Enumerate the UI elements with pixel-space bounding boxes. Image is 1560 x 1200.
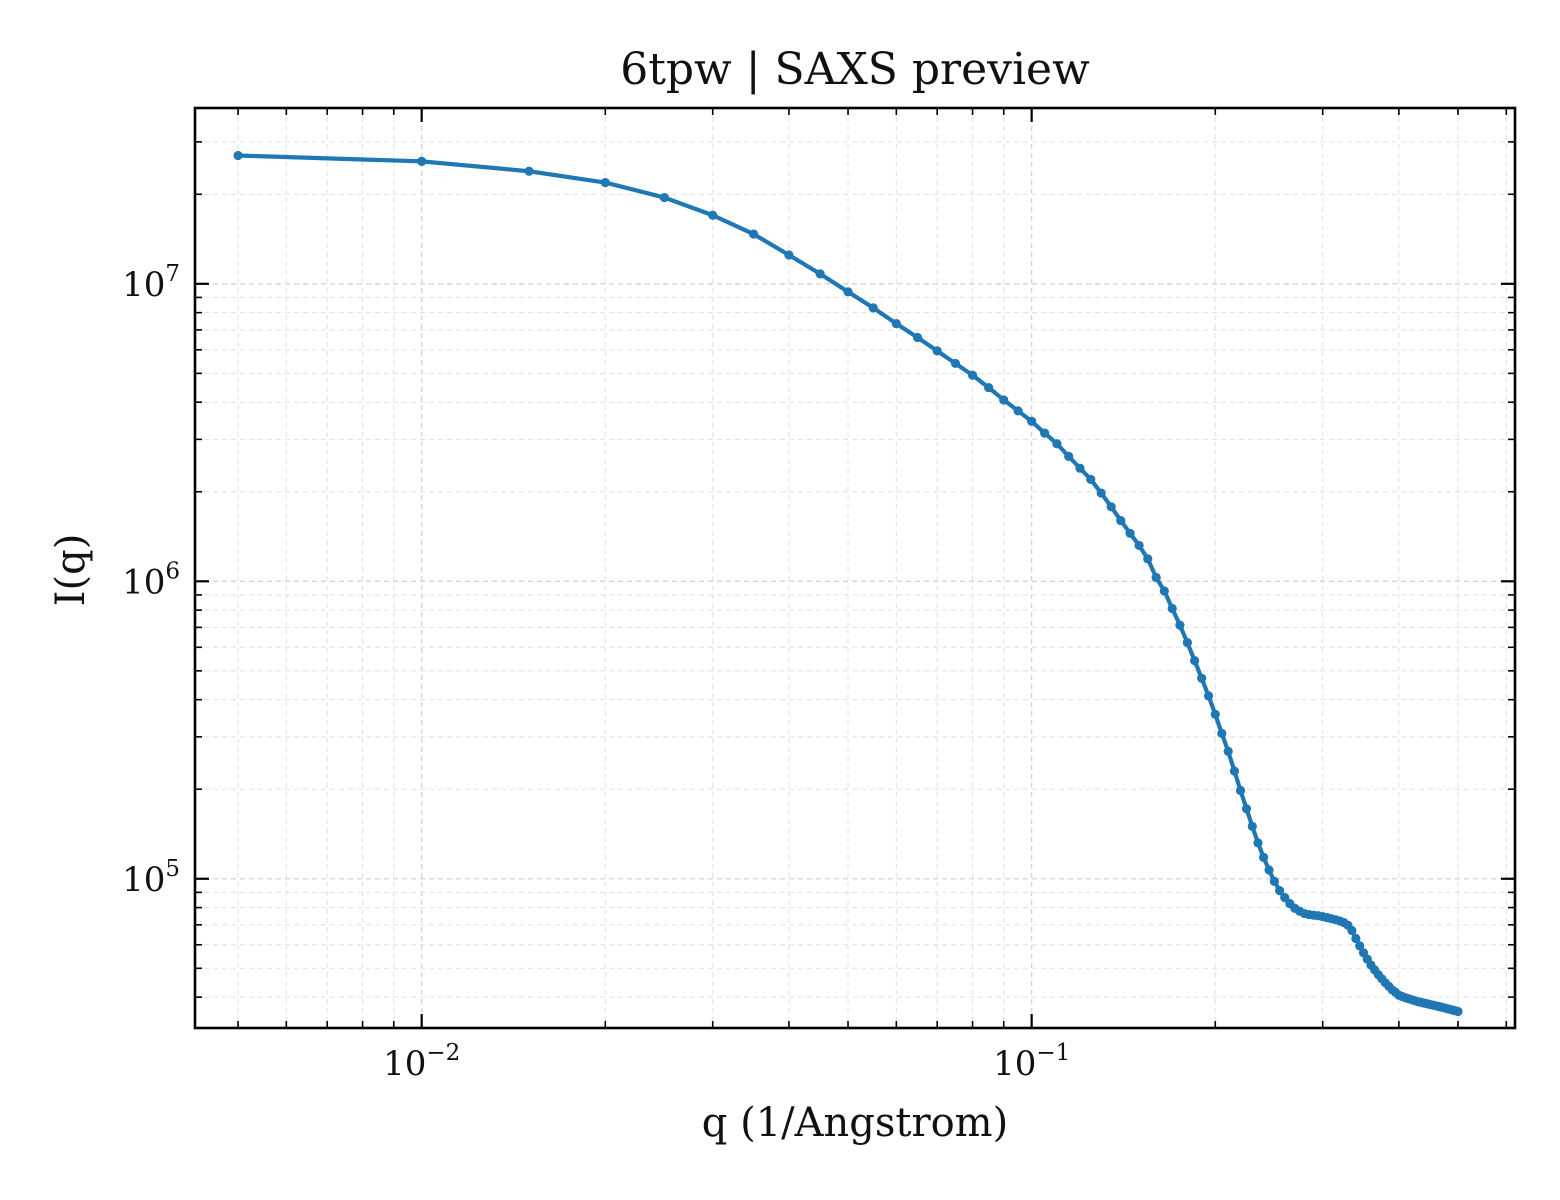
plot-frame [193,106,1517,1030]
data-point [1106,502,1116,512]
y-tick-label: 106 [122,558,180,602]
x-tick-label: 10−1 [993,1040,1070,1084]
data-point [912,332,923,343]
data-point [1167,603,1177,614]
data-point [708,210,718,220]
data-point [950,358,961,369]
y-tick-label-base: 10 [122,265,165,305]
data-point [524,166,534,176]
data-point [1134,540,1144,551]
data-point [1258,852,1269,862]
data-point [1027,416,1037,426]
series-layer [233,150,1463,1017]
data-point [1096,488,1106,498]
data-point [784,250,794,260]
y-tick-label-exponent: 6 [165,558,180,584]
data-point [1159,586,1169,596]
data-point [659,192,670,203]
x-tick-label-exponent: −2 [426,1040,460,1066]
data-point [233,150,243,161]
x-tick-label-base: 10 [383,1044,426,1084]
data-point [1075,463,1085,473]
data-point [1086,474,1096,485]
data-point [1190,656,1200,666]
y-tick-label-base: 10 [122,860,165,900]
data-point [1203,691,1214,701]
data-point [843,287,853,297]
data-point [1347,925,1357,936]
data-point [1355,941,1365,951]
data-point [984,382,994,393]
data-point [1210,709,1220,719]
data-point [815,269,825,279]
data-point [891,319,901,329]
data-point [1217,728,1227,739]
data-point [1253,838,1263,848]
data-point [1116,515,1126,526]
data-point [967,370,978,380]
data-point [868,303,878,313]
data-point [1269,876,1279,886]
data-point [1223,746,1233,757]
data-point [1235,785,1246,796]
data-point [1039,428,1050,438]
x-tick-label-base: 10 [993,1044,1036,1084]
y-tick-label: 107 [122,261,180,305]
data-point [1264,865,1274,875]
data-point [1052,439,1062,449]
y-tick-label-base: 10 [122,562,165,602]
data-point [1143,554,1153,564]
data-point [1125,528,1135,538]
data-point [417,156,427,166]
y-tick-label: 105 [122,856,180,900]
data-point [1275,886,1285,896]
x-axis-label: q (1/Angstrom) [702,1100,1008,1146]
data-point [1064,451,1074,461]
data-point [1247,821,1257,831]
data-point [1197,673,1207,683]
data-point [1241,804,1252,814]
x-tick-label-exponent: −1 [1036,1040,1070,1066]
data-point [932,346,942,356]
data-point [748,229,759,239]
axis-ticks [195,108,1515,1028]
data-point [999,395,1009,405]
y-tick-label-exponent: 7 [165,261,180,287]
x-tick-label: 10−2 [383,1040,460,1084]
data-point [1013,406,1023,416]
data-point [1175,620,1185,630]
data-point [600,177,610,188]
grid-lines [195,108,1515,1028]
data-point [1229,766,1240,776]
data-point [1453,1006,1463,1017]
y-axis-label: I(q) [48,534,94,607]
data-point [1351,933,1361,944]
chart-title: 6tpw | SAXS preview [620,44,1090,95]
data-point [1151,572,1161,583]
data-point [1182,638,1192,648]
y-tick-label-exponent: 5 [165,856,180,882]
